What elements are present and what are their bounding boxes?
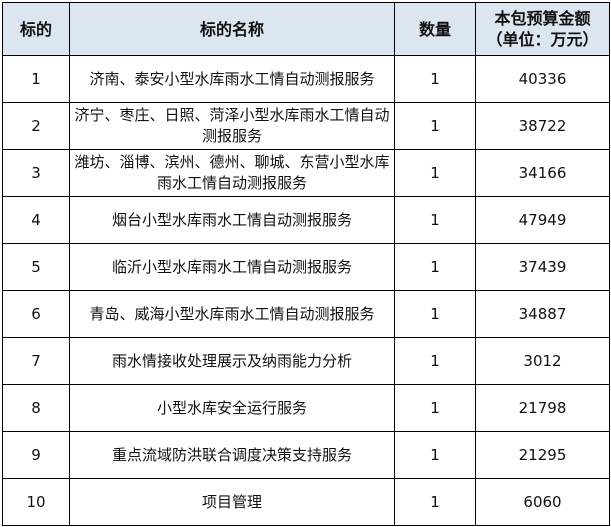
table-row: 6 青岛、威海小型水库雨水工情自动测报服务 1 34887 bbox=[2, 290, 610, 338]
cell-budget: 34166 bbox=[475, 149, 610, 197]
cell-id: 2 bbox=[2, 102, 70, 150]
cell-budget: 38722 bbox=[475, 102, 610, 150]
cell-qty: 1 bbox=[394, 102, 476, 150]
cell-name: 临沂小型水库雨水工情自动测报服务 bbox=[69, 243, 395, 291]
cell-id: 3 bbox=[2, 149, 70, 197]
cell-id: 1 bbox=[2, 55, 70, 103]
cell-qty: 1 bbox=[394, 290, 476, 338]
header-row: 标的 标的名称 数量 本包预算金额（单位：万元） bbox=[2, 2, 610, 56]
cell-id: 6 bbox=[2, 290, 70, 338]
cell-qty: 1 bbox=[394, 196, 476, 244]
cell-qty: 1 bbox=[394, 431, 476, 479]
cell-name: 济宁、枣庄、日照、菏泽小型水库雨水工情自动测报服务 bbox=[69, 102, 395, 150]
header-budget: 本包预算金额（单位：万元） bbox=[475, 2, 610, 56]
cell-name: 项目管理 bbox=[69, 478, 395, 526]
cell-budget: 3012 bbox=[475, 337, 610, 385]
cell-qty: 1 bbox=[394, 149, 476, 197]
cell-name: 潍坊、淄博、滨州、德州、聊城、东营小型水库雨水工情自动测报服务 bbox=[69, 149, 395, 197]
cell-name: 小型水库安全运行服务 bbox=[69, 384, 395, 432]
table-row: 5 临沂小型水库雨水工情自动测报服务 1 37439 bbox=[2, 243, 610, 291]
cell-id: 5 bbox=[2, 243, 70, 291]
header-name: 标的名称 bbox=[69, 2, 395, 56]
cell-id: 4 bbox=[2, 196, 70, 244]
table-row: 2 济宁、枣庄、日照、菏泽小型水库雨水工情自动测报服务 1 38722 bbox=[2, 102, 610, 150]
table-row: 9 重点流域防洪联合调度决策支持服务 1 21295 bbox=[2, 431, 610, 479]
table-row: 10 项目管理 1 6060 bbox=[2, 478, 610, 526]
table-row: 3 潍坊、淄博、滨州、德州、聊城、东营小型水库雨水工情自动测报服务 1 34166 bbox=[2, 149, 610, 197]
cell-qty: 1 bbox=[394, 55, 476, 103]
cell-name: 青岛、威海小型水库雨水工情自动测报服务 bbox=[69, 290, 395, 338]
header-qty: 数量 bbox=[394, 2, 476, 56]
cell-qty: 1 bbox=[394, 478, 476, 526]
table-row: 7 雨水情接收处理展示及纳雨能力分析 1 3012 bbox=[2, 337, 610, 385]
cell-budget: 37439 bbox=[475, 243, 610, 291]
header-id: 标的 bbox=[2, 2, 70, 56]
cell-id: 8 bbox=[2, 384, 70, 432]
cell-qty: 1 bbox=[394, 243, 476, 291]
cell-id: 7 bbox=[2, 337, 70, 385]
cell-qty: 1 bbox=[394, 337, 476, 385]
cell-id: 10 bbox=[2, 478, 70, 526]
cell-budget: 21798 bbox=[475, 384, 610, 432]
cell-qty: 1 bbox=[394, 384, 476, 432]
table-row: 4 烟台小型水库雨水工情自动测报服务 1 47949 bbox=[2, 196, 610, 244]
cell-name: 烟台小型水库雨水工情自动测报服务 bbox=[69, 196, 395, 244]
table-row: 1 济南、泰安小型水库雨水工情自动测报服务 1 40336 bbox=[2, 55, 610, 103]
cell-budget: 40336 bbox=[475, 55, 610, 103]
cell-budget: 6060 bbox=[475, 478, 610, 526]
cell-budget: 47949 bbox=[475, 196, 610, 244]
table-row: 8 小型水库安全运行服务 1 21798 bbox=[2, 384, 610, 432]
cell-name: 雨水情接收处理展示及纳雨能力分析 bbox=[69, 337, 395, 385]
cell-budget: 21295 bbox=[475, 431, 610, 479]
cell-name: 济南、泰安小型水库雨水工情自动测报服务 bbox=[69, 55, 395, 103]
cell-id: 9 bbox=[2, 431, 70, 479]
cell-budget: 34887 bbox=[475, 290, 610, 338]
cell-name: 重点流域防洪联合调度决策支持服务 bbox=[69, 431, 395, 479]
